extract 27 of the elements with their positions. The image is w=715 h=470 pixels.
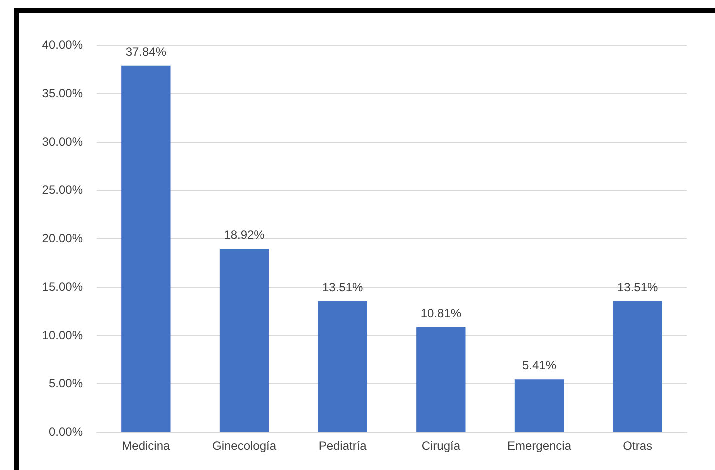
x-tick-label: Emergencia: [507, 439, 572, 453]
bar: [122, 66, 171, 432]
data-label: 5.41%: [522, 358, 557, 373]
y-tick-label: 25.00%: [42, 183, 84, 198]
x-tick-label: Medicina: [122, 439, 170, 453]
y-tick-label: 10.00%: [42, 328, 84, 342]
y-tick-label: 40.00%: [42, 38, 84, 52]
bar: [220, 248, 270, 432]
y-tick-label: 35.00%: [42, 86, 84, 100]
x-tick-label: Otras: [623, 439, 653, 453]
y-tick-label: 30.00%: [42, 134, 84, 149]
x-tick-label: Cirugía: [422, 439, 461, 453]
bar: [613, 301, 662, 432]
y-tick-label: 0.00%: [48, 425, 84, 439]
data-label: 37.84%: [126, 44, 167, 59]
data-label: 10.81%: [420, 306, 462, 320]
y-tick-label: 15.00%: [42, 280, 84, 294]
y-tick-label: 5.00%: [48, 376, 84, 391]
data-label: 13.51%: [322, 280, 364, 294]
x-tick-label: Pediatría: [318, 439, 368, 453]
bar: [318, 301, 368, 432]
bar: [416, 327, 466, 432]
data-label: 18.92%: [224, 228, 266, 242]
y-tick-label: 20.00%: [42, 232, 84, 246]
bar: [514, 380, 564, 432]
x-tick-label: Ginecología: [212, 439, 277, 453]
data-label: 13.51%: [617, 280, 659, 294]
